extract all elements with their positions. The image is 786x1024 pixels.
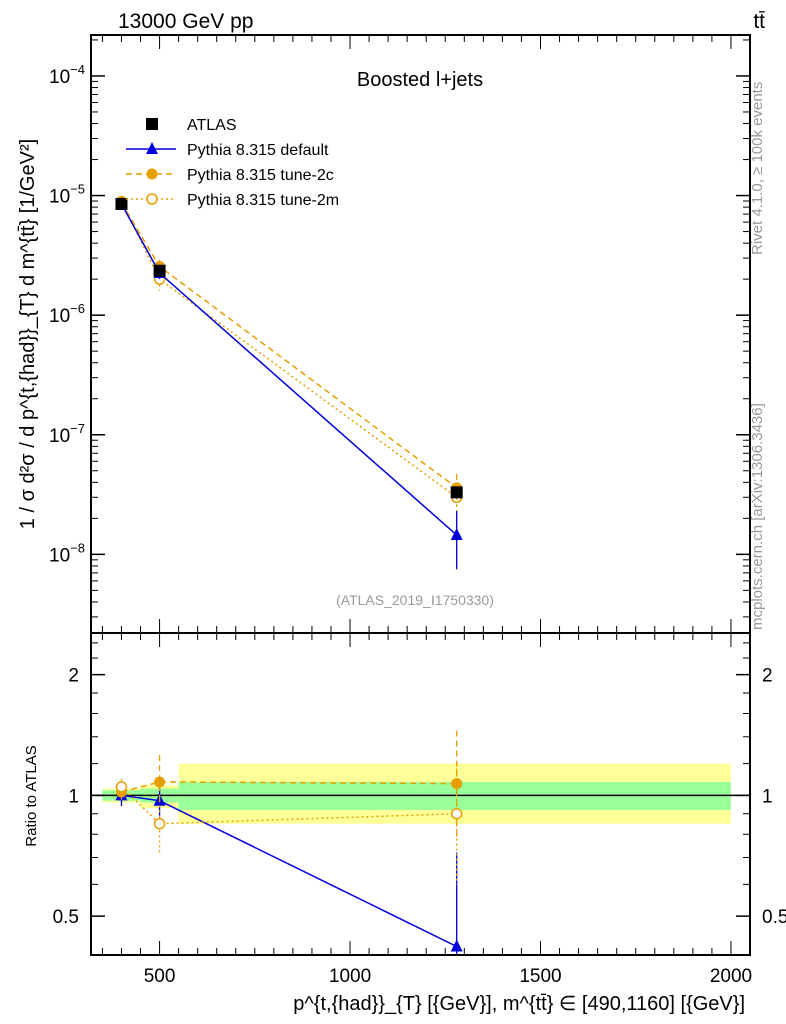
ratio-y-tick-label-right: 2 <box>762 666 773 687</box>
x-tick-label: 1000 <box>329 966 371 987</box>
main-series-3-line <box>120 201 458 498</box>
ratio-ylabel: Ratio to ATLAS <box>23 745 40 846</box>
main-series-0-point <box>450 486 463 499</box>
header-left: 13000 GeV pp <box>118 10 253 33</box>
rivet-label: Rivet 4.1.0, ≥ 100k events <box>749 82 766 255</box>
main-ylabel: 1 / σ d²σ / d p^{t,{had}}_{T} d m^{tt̄} … <box>17 139 39 529</box>
legend-marker <box>146 118 158 130</box>
x-tick-label: 2000 <box>710 966 752 987</box>
xlabel: p^{t,{had}}_{T} [{GeV}], m^{tt̄} ∈ [490,… <box>293 993 745 1015</box>
ratio-frame <box>90 632 751 956</box>
y-tick-label: 10−8 <box>49 540 85 566</box>
main-series-1-line <box>120 203 458 536</box>
ratio-y-tick-label-right: 0.5 <box>762 907 786 928</box>
mcplots-label: mcplots.cern.ch [arXiv:1306.3436] <box>749 403 766 630</box>
main-series-0-point <box>115 197 128 210</box>
ratio-series-2-line <box>120 786 457 825</box>
x-tick-label: 1500 <box>519 966 561 987</box>
legend-marker <box>146 168 158 180</box>
ratio-y-tick-label: 0.5 <box>53 907 79 928</box>
x-tick-label: 500 <box>144 966 176 987</box>
analysis-tag: (ATLAS_2019_I1750330) <box>336 592 494 608</box>
ratio-series-1-point <box>451 778 463 790</box>
legend-label: Pythia 8.315 tune-2c <box>187 167 334 184</box>
ratio-series-2-point <box>115 781 128 793</box>
ratio-series-0-point <box>450 939 463 952</box>
main-series-1-point <box>450 528 463 541</box>
legend-label: ATLAS <box>187 117 237 134</box>
y-tick-label: 10−7 <box>49 421 85 447</box>
ratio-bands <box>91 763 750 824</box>
main-series-0-point <box>153 264 166 277</box>
ratio-series-1-line <box>121 781 457 793</box>
ratio-y-tick-label: 1 <box>68 786 79 807</box>
ratio-panel: 500 1000 1500 2000 0.5 0.5 1 1 2 2 <box>53 642 786 987</box>
y-tick-label: 10−6 <box>49 301 85 327</box>
ratio-series-2-point <box>153 817 166 830</box>
header-right: tt̄ <box>753 10 765 33</box>
main-panel: 10−8 10−7 10−6 10−5 10−4 <box>49 35 751 955</box>
legend-marker <box>146 142 158 154</box>
legend-label: Pythia 8.315 tune-2m <box>187 192 339 209</box>
ratio-series-2-point <box>450 807 463 820</box>
ratio-y-tick-label: 2 <box>68 666 79 687</box>
plot-title: Boosted l+jets <box>357 69 483 91</box>
ratio-series-1-point <box>154 776 166 788</box>
legend-label: Pythia 8.315 default <box>187 142 329 159</box>
main-series-2-line <box>120 202 458 489</box>
legend: ATLAS Pythia 8.315 default Pythia 8.315 tu… <box>126 117 339 209</box>
ratio-y-tick-label-right: 1 <box>762 786 773 807</box>
y-tick-label: 10−4 <box>49 62 85 88</box>
legend-marker <box>146 193 158 205</box>
y-tick-label: 10−5 <box>49 182 85 208</box>
